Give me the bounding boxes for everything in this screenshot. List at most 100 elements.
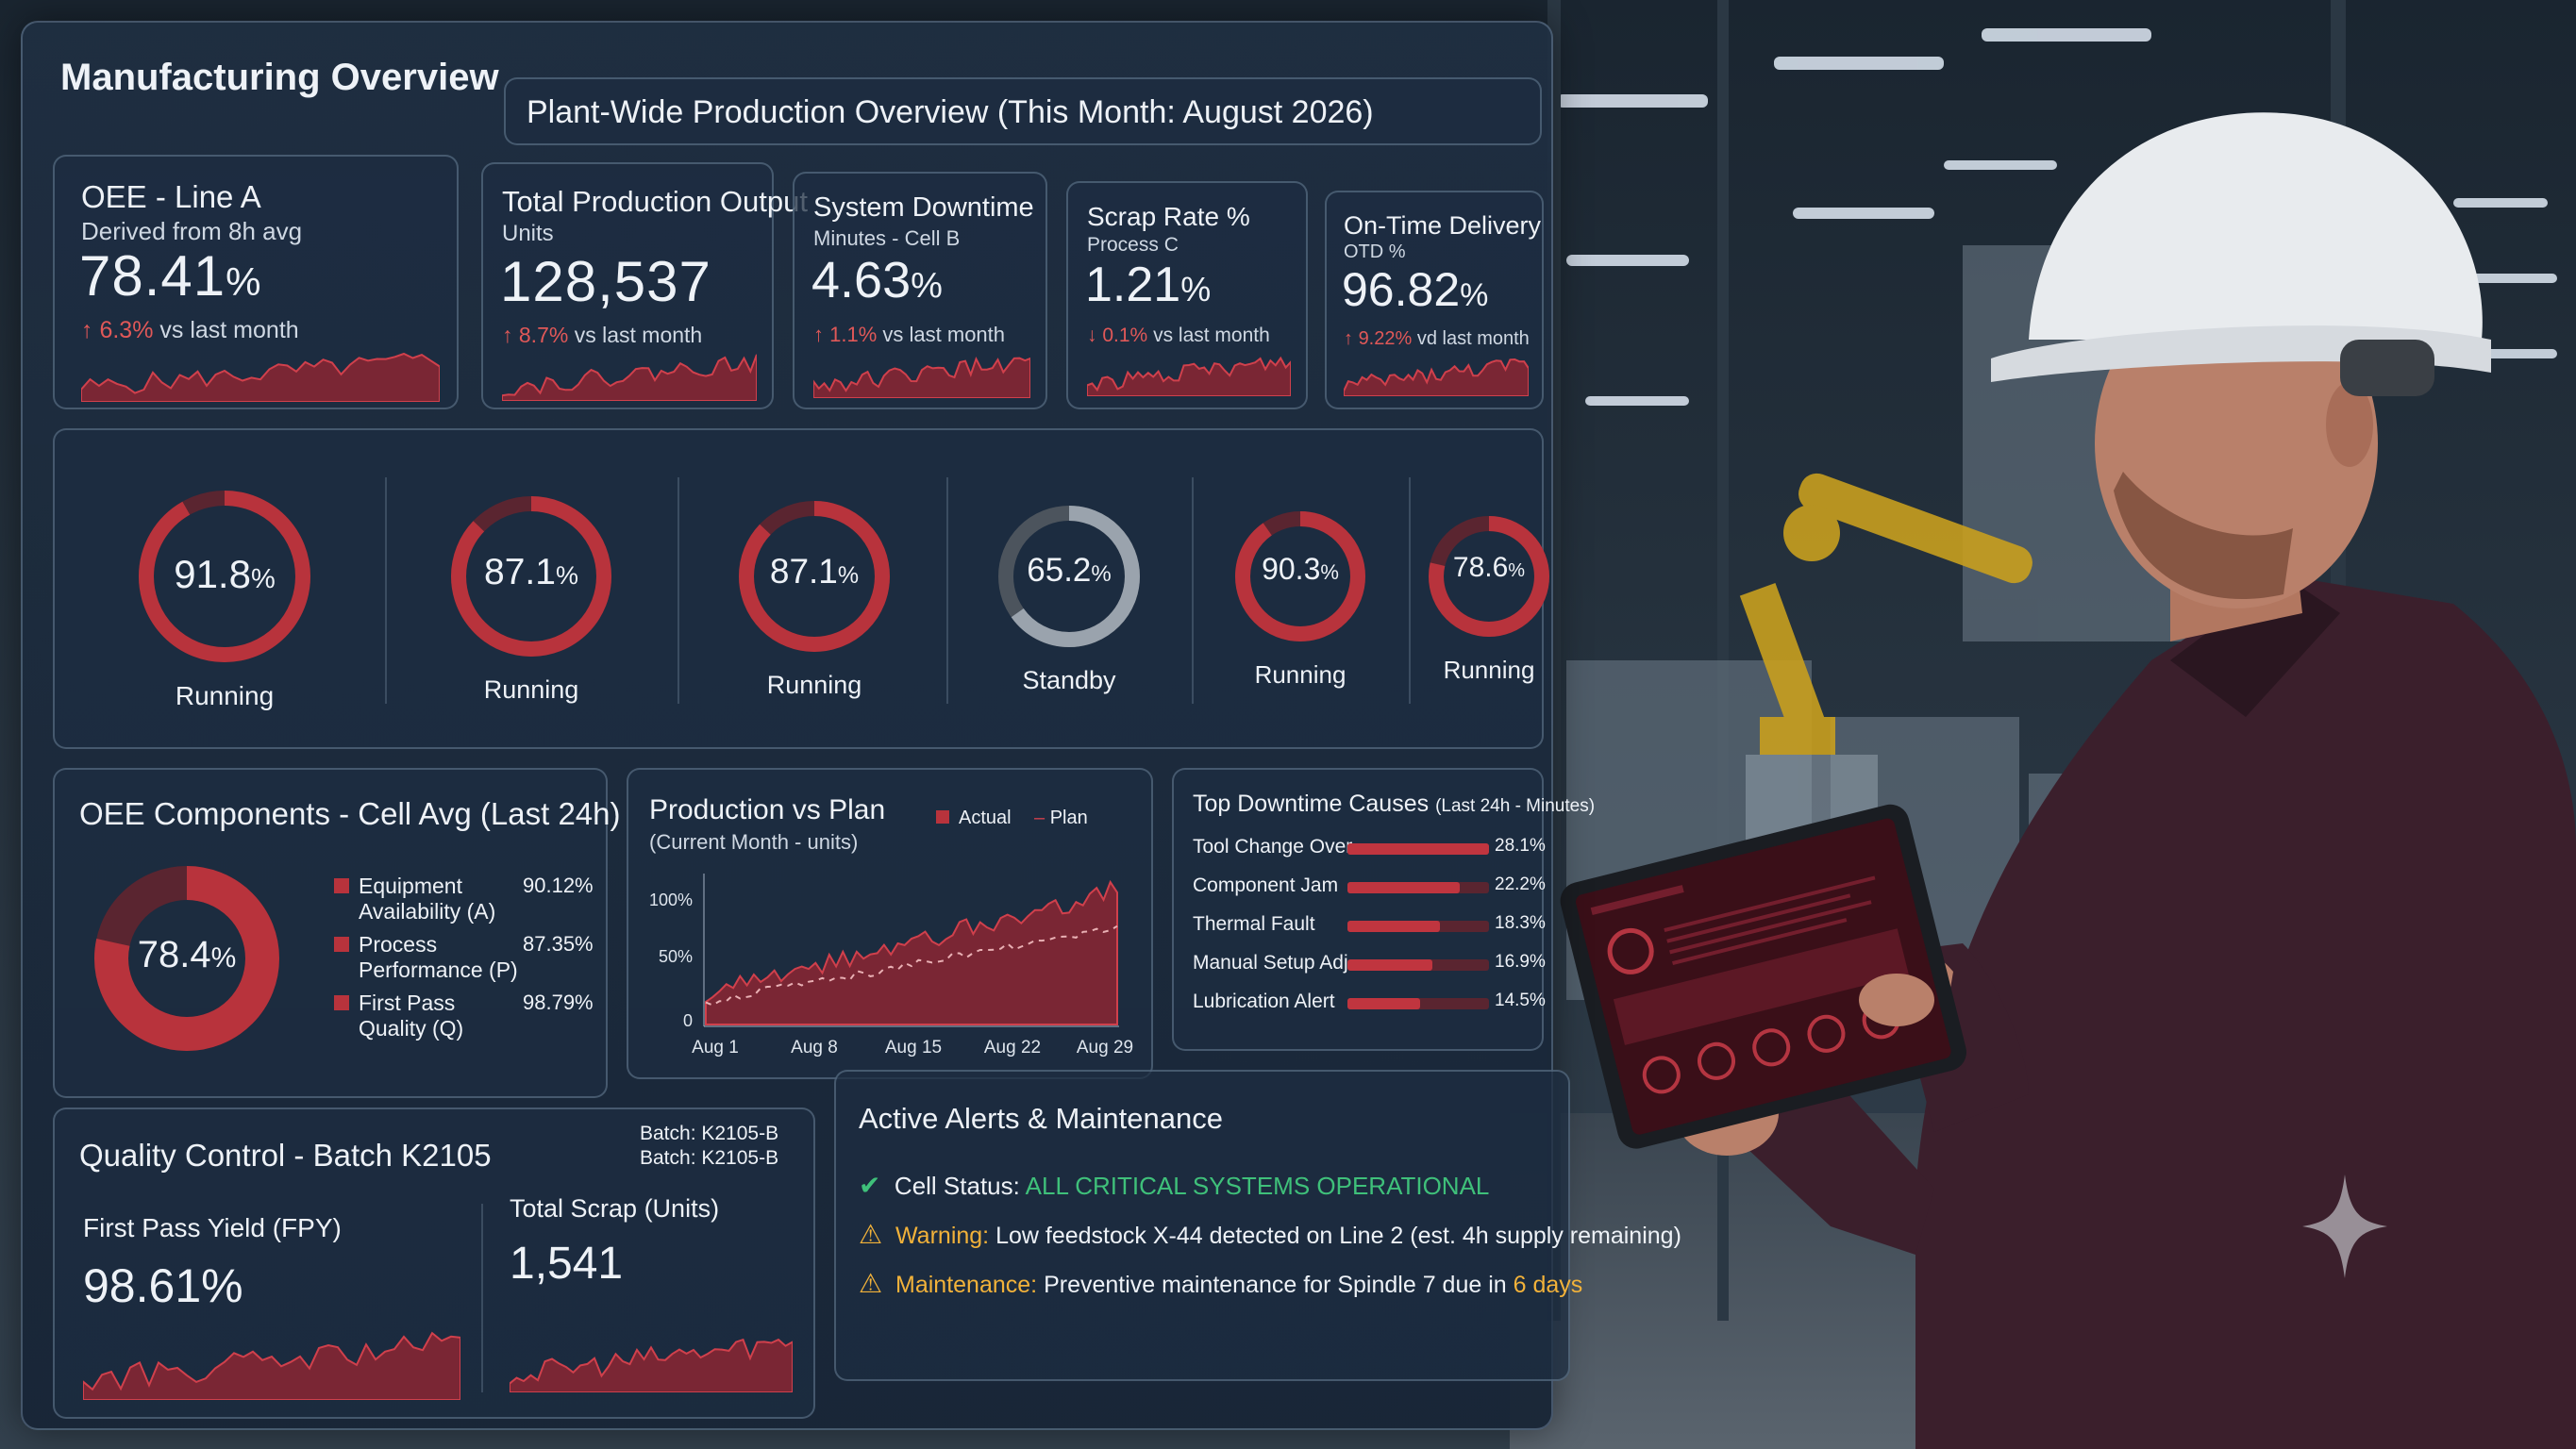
kpi-subtitle: Minutes - Cell B (813, 226, 961, 250)
arrow-up-icon: ↑ (502, 323, 519, 347)
kpi-subtitle: Derived from 8h avg (81, 217, 303, 245)
gauge-status: Running (766, 671, 862, 699)
downtime-label: Component Jam (1193, 874, 1339, 896)
divider (677, 477, 679, 704)
kpi-card-output[interactable]: Total Production Output Units 128,537 ↑ … (481, 162, 808, 409)
machine-status-gauge[interactable]: 90.3% Running (1231, 508, 1369, 721)
kpi-sparkline (813, 356, 1030, 398)
machine-status-gauge[interactable]: 87.1% Running (735, 497, 894, 731)
kpi-card-downtime[interactable]: System Downtime Minutes - Cell B 4.63% ↑… (793, 172, 1047, 409)
kpi-sparkline (502, 354, 757, 401)
engineer-with-tablet (1560, 112, 2576, 1449)
x-tick: Aug 1 (692, 1038, 739, 1058)
oee-components-card: OEE Components - Cell Avg (Last 24h) 78.… (53, 768, 621, 1098)
gauge-arc (1235, 511, 1365, 641)
scrap-value: 1,541 (510, 1239, 624, 1289)
production-chart-title: Production vs Plan (649, 794, 886, 825)
downtime-bar (1347, 882, 1460, 893)
oee-legend-value: 98.79% (523, 991, 594, 1014)
downtime-label: Manual Setup Adj. (1193, 952, 1354, 974)
machine-status-gauge[interactable]: 78.6% Running (1425, 512, 1553, 716)
kpi-card-scrap[interactable]: Scrap Rate % Process C 1.21% ↓ 0.1% vs l… (1066, 181, 1308, 409)
gauge-arc (998, 506, 1140, 647)
kpi-card-otd[interactable]: On-Time Delivery OTD % 96.82% ↑ 9.22% vd… (1325, 191, 1544, 409)
oee-donut-value: 78.4% (137, 934, 237, 975)
quality-control-card: Quality Control - Batch K2105 Batch: K21… (53, 1108, 815, 1419)
overview-title: Plant-Wide Production Overview (This Mon… (527, 94, 1374, 130)
machine-status-gauge[interactable]: 91.8% Running (135, 487, 314, 741)
oee-legend-item: Equipment Availability (A) (334, 874, 495, 924)
machine-status-row: 91.8% Running 87.1% Running 87.1% Runnin… (53, 428, 1549, 749)
divider (1192, 477, 1194, 704)
fpy-value: 98.61% (83, 1259, 243, 1312)
alert-item[interactable]: ⚠ Warning: Low feedstock X-44 detected o… (859, 1220, 1681, 1249)
oee-legend-value: 87.35% (523, 932, 594, 956)
gauge-value: 91.8% (174, 552, 276, 596)
sparkle-icon (2302, 1174, 2387, 1278)
downtime-bar (1347, 921, 1440, 932)
kpi-delta: ↑ 9.22% vd last month (1344, 328, 1530, 349)
kpi-title: System Downtime (813, 192, 1034, 223)
kpi-sparkline (1087, 356, 1291, 396)
gauge-arc (1429, 516, 1549, 637)
oee-legend-value: 90.12% (523, 874, 594, 897)
downtime-value: 22.2% (1495, 874, 1546, 894)
divider (481, 1204, 483, 1392)
downtime-label: Thermal Fault (1193, 913, 1315, 935)
divider (1409, 477, 1411, 704)
kpi-delta: ↑ 6.3% vs last month (81, 317, 299, 343)
oee-legend-item: Process Performance (P) (334, 932, 518, 983)
gauge-arc (739, 501, 890, 652)
alert-item[interactable]: ✔ Cell Status: ALL CRITICAL SYSTEMS OPER… (859, 1171, 1490, 1200)
x-tick: Aug 8 (791, 1038, 838, 1058)
quality-title: Quality Control - Batch K2105 (79, 1138, 492, 1173)
downtime-causes-card: Top Downtime Causes (Last 24h - Minutes)… (1172, 768, 1595, 1051)
kpi-subtitle: Units (502, 221, 554, 246)
x-tick: Aug 15 (885, 1038, 942, 1058)
gauge-value: 65.2% (1027, 552, 1112, 589)
kpi-value: 96.82% (1342, 263, 1489, 316)
divider (946, 477, 948, 704)
divider (385, 477, 387, 704)
production-chart-subtitle: (Current Month - units) (649, 830, 859, 854)
dashboard-panel: Manufacturing Overview Plant-Wide Produc… (21, 21, 1681, 1430)
downtime-label: Lubrication Alert (1193, 991, 1335, 1012)
downtime-value: 28.1% (1495, 836, 1546, 856)
check-circle-icon: ✔ (859, 1171, 881, 1200)
kpi-title: On-Time Delivery (1344, 211, 1542, 240)
oee-legend-item: First Pass Quality (Q) (334, 991, 463, 1041)
production-area-chart: 100% 50% 0 Aug 1 Aug 8 Aug 15 Aug 22 Aug… (649, 874, 1133, 1058)
fpy-label: First Pass Yield (FPY) (83, 1213, 342, 1242)
kpi-title: Total Production Output (502, 185, 808, 218)
machine-status-gauge[interactable]: 65.2% Standby (995, 502, 1144, 726)
y-tick: 0 (683, 1011, 693, 1030)
kpi-sparkline (81, 352, 440, 402)
alert-item[interactable]: ⚠ Maintenance: Preventive maintenance fo… (859, 1269, 1583, 1298)
oee-donut: 78.4% (92, 864, 281, 1053)
batch-label: Batch: K2105-B (640, 1147, 779, 1169)
gauge-value: 87.1% (484, 552, 578, 592)
gauge-value: 90.3% (1262, 552, 1339, 586)
gauge-status: Running (175, 681, 275, 710)
kpi-value: 78.41% (79, 244, 262, 308)
downtime-value: 18.3% (1495, 913, 1546, 933)
warning-icon: ⚠ (859, 1220, 883, 1249)
downtime-title: Top Downtime Causes (Last 24h - Minutes) (1193, 791, 1596, 817)
app-title: Manufacturing Overview (60, 57, 499, 98)
scrap-label: Total Scrap (Units) (510, 1194, 720, 1223)
gauge-status: Running (1254, 660, 1347, 689)
downtime-label: Tool Change Over (1193, 836, 1353, 858)
legend-plan: ‒ Plan (1034, 808, 1088, 828)
kpi-card-oee[interactable]: OEE - Line A Derived from 8h avg 78.41% … (53, 155, 459, 409)
x-tick: Aug 22 (984, 1038, 1041, 1058)
kpi-sparkline (1344, 358, 1529, 396)
machine-status-gauge[interactable]: 87.1% Running (447, 492, 615, 736)
donut-arc (94, 866, 279, 1051)
kpi-value: 128,537 (500, 250, 711, 313)
kpi-delta: ↑ 8.7% vs last month (502, 323, 703, 347)
gauge-arc (139, 491, 310, 662)
gauge-status: Running (1443, 656, 1535, 684)
legend-swatch (334, 937, 349, 952)
legend-swatch (334, 995, 349, 1010)
kpi-delta: ↓ 0.1% vs last month (1087, 325, 1270, 346)
